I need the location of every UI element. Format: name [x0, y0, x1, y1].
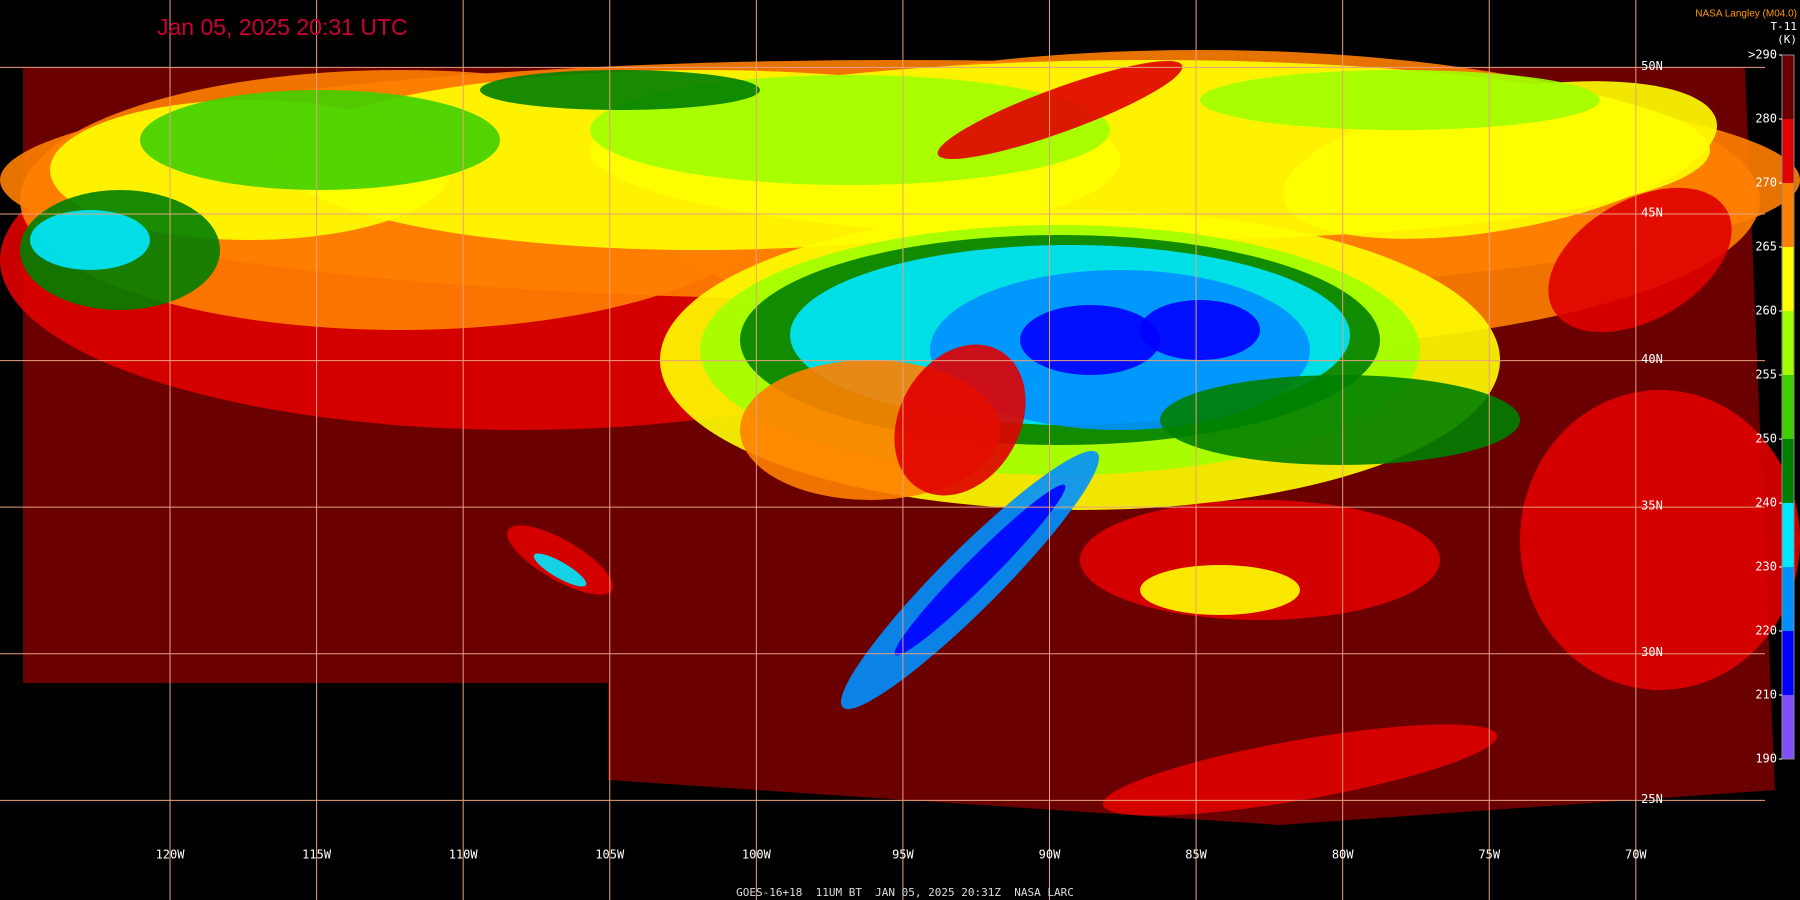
colorbar: >290 280 270 265 260 255 250 240 230 220 210 190	[1748, 48, 1795, 766]
latitude-label: 40N	[1641, 352, 1663, 366]
longitude-label: 105W	[595, 848, 625, 862]
colorbar-segment	[1782, 631, 1794, 695]
colorbar-label: 255	[1755, 368, 1777, 382]
cloud-area	[140, 90, 500, 190]
cloud-area	[1160, 375, 1520, 465]
cloud-area	[937, 60, 1183, 160]
cloud-area	[1520, 390, 1800, 690]
cloud-area	[1548, 187, 1732, 333]
colorbar-unit: (K)	[1777, 33, 1797, 46]
map-title: Jan 05, 2025 20:31 UTC	[157, 14, 408, 40]
colorbar-segment	[1782, 183, 1794, 247]
latitude-label: 45N	[1641, 206, 1663, 220]
cloud-area	[507, 525, 613, 595]
cloud-area	[1200, 70, 1600, 130]
colorbar-label: 280	[1755, 112, 1777, 126]
longitude-label: 120W	[156, 848, 186, 862]
colorbar-label: 230	[1755, 560, 1777, 574]
cloud-area	[894, 344, 1026, 496]
colorbar-label: 220	[1755, 624, 1777, 638]
colorbar-segment	[1782, 247, 1794, 311]
longitude-label: 95W	[892, 848, 914, 862]
colorbar-label: 270	[1755, 176, 1777, 190]
cloud-area	[1102, 724, 1498, 816]
longitude-label: 90W	[1039, 848, 1061, 862]
latitude-label: 50N	[1641, 59, 1663, 73]
longitude-label: 115W	[302, 848, 332, 862]
colorbar-segment	[1782, 695, 1794, 759]
cloud-area	[533, 553, 587, 587]
colorbar-label: 265	[1755, 240, 1777, 254]
colorbar-segment	[1782, 567, 1794, 631]
longitude-label: 70W	[1625, 848, 1647, 862]
colorbar-label: 260	[1755, 304, 1777, 318]
colorbar-label: 210	[1755, 688, 1777, 702]
colorbar-label: 240	[1755, 496, 1777, 510]
longitude-label: 75W	[1478, 848, 1500, 862]
cloud-area	[1140, 565, 1300, 615]
colorbar-label: >290	[1748, 48, 1777, 62]
colorbar-segment	[1782, 503, 1794, 567]
colorbar-label: 250	[1755, 432, 1777, 446]
latitude-label: 30N	[1641, 645, 1663, 659]
colorbar-title: T-11	[1771, 20, 1798, 33]
latitude-label: 35N	[1641, 499, 1663, 513]
latitude-label: 25N	[1641, 792, 1663, 806]
cloud-area	[894, 484, 1066, 656]
colorbar-segment	[1782, 439, 1794, 503]
colorbar-label: 190	[1755, 752, 1777, 766]
colorbar-segment	[1782, 119, 1794, 183]
cloud-area	[1140, 300, 1260, 360]
colorbar-segment	[1782, 311, 1794, 375]
longitude-label: 85W	[1185, 848, 1207, 862]
colorbar-segment	[1782, 55, 1794, 119]
cloud-area	[1020, 305, 1160, 375]
credit: NASA Langley (M04.0)	[1695, 9, 1797, 20]
colorbar-frame	[1781, 54, 1795, 760]
cloud-area	[480, 70, 760, 110]
colorbar-segment	[1782, 375, 1794, 439]
imagery	[0, 50, 1800, 825]
footer: GOES-16+18 11UM BT JAN 05, 2025 20:31Z N…	[736, 886, 1074, 899]
longitude-label: 110W	[449, 848, 479, 862]
longitude-label: 80W	[1332, 848, 1354, 862]
longitude-label: 100W	[742, 848, 772, 862]
cloud-area	[30, 210, 150, 270]
